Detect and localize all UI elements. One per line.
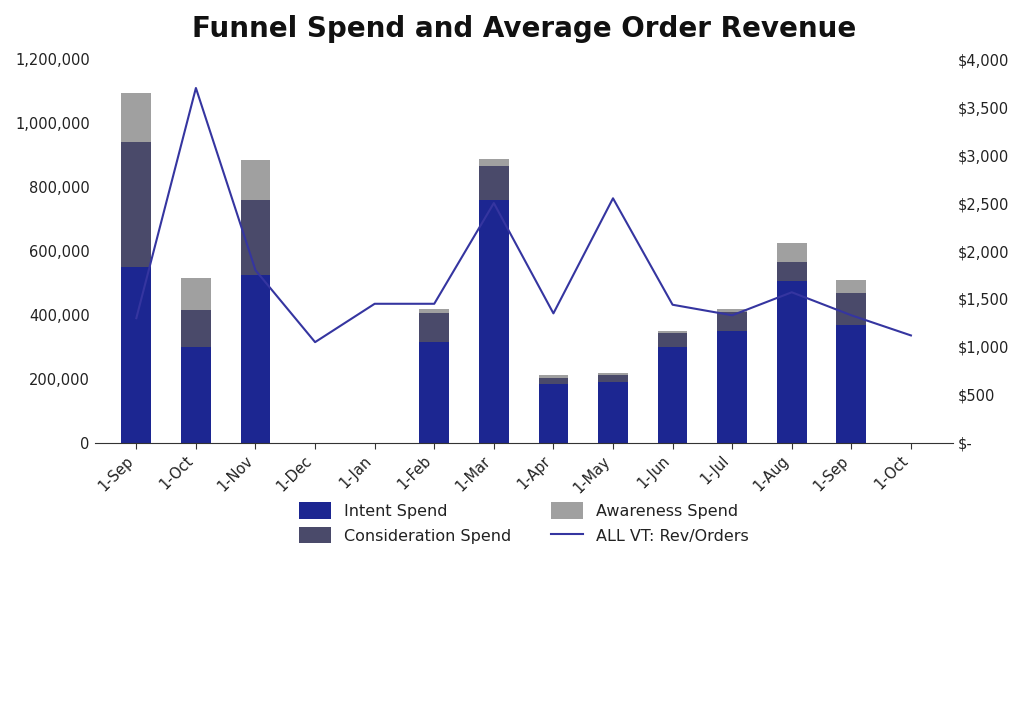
Bar (777, 282, 807, 443)
ALL VT: Rev/Orders: (0, 1.3e+03): Rev/Orders: (0, 1.3e+03) (130, 314, 142, 322)
ALL VT: Rev/Orders: (6, 2.5e+03): Rev/Orders: (6, 2.5e+03) (487, 199, 500, 207)
Bar (539, 384, 568, 443)
Bar (539, 378, 568, 384)
ALL VT: Rev/Orders: (12, 1.33e+03): Rev/Orders: (12, 1.33e+03) (845, 311, 857, 320)
Bar (717, 312, 748, 331)
Title: Funnel Spend and Average Order Revenue: Funnel Spend and Average Order Revenue (191, 15, 856, 43)
Bar (657, 331, 687, 332)
ALL VT: Rev/Orders: (11, 1.57e+03): Rev/Orders: (11, 1.57e+03) (785, 288, 798, 296)
Bar (122, 93, 152, 142)
ALL VT: Rev/Orders: (9, 1.44e+03): Rev/Orders: (9, 1.44e+03) (667, 301, 679, 309)
Bar (837, 279, 866, 293)
Bar (657, 347, 687, 443)
ALL VT: Rev/Orders: (3, 1.05e+03): Rev/Orders: (3, 1.05e+03) (309, 338, 322, 346)
Bar (777, 243, 807, 262)
ALL VT: Rev/Orders: (1, 3.7e+03): Rev/Orders: (1, 3.7e+03) (189, 84, 202, 92)
Bar (837, 325, 866, 443)
Bar (420, 308, 450, 313)
Bar (420, 342, 450, 443)
Bar (479, 166, 509, 200)
Bar (479, 200, 509, 443)
Bar (122, 267, 152, 443)
Bar (717, 331, 748, 443)
ALL VT: Rev/Orders: (13, 1.12e+03): Rev/Orders: (13, 1.12e+03) (905, 331, 918, 339)
Bar (122, 142, 152, 267)
Legend: Intent Spend, Consideration Spend, Awareness Spend, ALL VT: Rev/Orders: Intent Spend, Consideration Spend, Aware… (293, 496, 755, 550)
Bar (241, 160, 270, 200)
Bar (479, 159, 509, 166)
ALL VT: Rev/Orders: (10, 1.33e+03): Rev/Orders: (10, 1.33e+03) (726, 311, 738, 320)
Bar (181, 310, 211, 347)
Bar (420, 313, 450, 342)
Bar (777, 262, 807, 282)
Bar (241, 275, 270, 443)
Bar (837, 293, 866, 325)
Bar (717, 308, 748, 312)
Line: ALL VT: Rev/Orders: ALL VT: Rev/Orders (136, 88, 911, 342)
Bar (241, 200, 270, 275)
Bar (598, 373, 628, 375)
Bar (598, 382, 628, 443)
Bar (181, 347, 211, 443)
Bar (657, 332, 687, 347)
ALL VT: Rev/Orders: (8, 2.55e+03): Rev/Orders: (8, 2.55e+03) (607, 194, 620, 203)
Bar (181, 278, 211, 310)
ALL VT: Rev/Orders: (2, 1.8e+03): Rev/Orders: (2, 1.8e+03) (250, 266, 262, 275)
ALL VT: Rev/Orders: (7, 1.35e+03): Rev/Orders: (7, 1.35e+03) (547, 309, 559, 318)
ALL VT: Rev/Orders: (5, 1.45e+03): Rev/Orders: (5, 1.45e+03) (428, 300, 440, 308)
Bar (598, 375, 628, 382)
ALL VT: Rev/Orders: (4, 1.45e+03): Rev/Orders: (4, 1.45e+03) (369, 300, 381, 308)
Bar (539, 375, 568, 378)
